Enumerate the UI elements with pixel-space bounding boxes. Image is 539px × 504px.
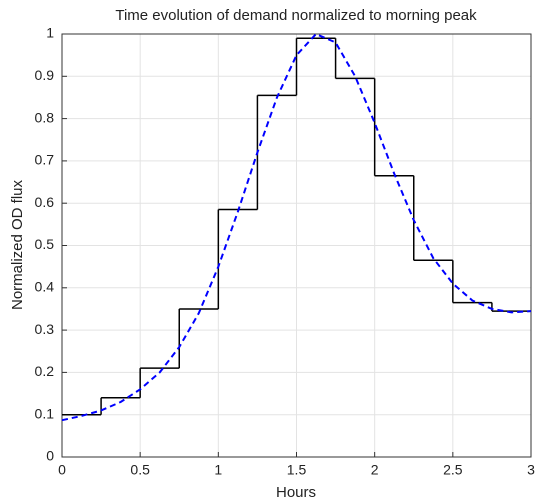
- y-tick-label: 0.1: [35, 405, 55, 421]
- y-tick-label: 0.3: [35, 321, 55, 337]
- chart-title: Time evolution of demand normalized to m…: [115, 7, 477, 24]
- y-tick-label: 0.5: [35, 236, 55, 252]
- x-tick-label: 0.5: [130, 462, 150, 478]
- y-tick-label: 0.8: [35, 109, 55, 125]
- x-tick-label: 0: [58, 462, 66, 478]
- y-tick-label: 0.9: [35, 67, 55, 83]
- y-tick-label: 0: [46, 448, 54, 464]
- x-tick-label: 2.5: [443, 462, 463, 478]
- plot-frame: [61, 33, 532, 458]
- x-tick-label: 2: [371, 462, 379, 478]
- x-tick-label: 1.5: [287, 462, 307, 478]
- y-tick-label: 1: [46, 25, 54, 41]
- y-axis-label: Normalized OD flux: [9, 179, 26, 310]
- x-tick-label: 3: [527, 462, 535, 478]
- y-tick-label: 0.6: [35, 194, 55, 210]
- y-tick-label: 0.4: [35, 279, 55, 295]
- fit-curve: [61, 32, 532, 422]
- x-tick-label: 1: [214, 462, 222, 478]
- x-axis-label: Hours: [276, 484, 316, 501]
- y-tick-label: 0.7: [35, 152, 55, 168]
- y-tick-label: 0.2: [35, 363, 55, 379]
